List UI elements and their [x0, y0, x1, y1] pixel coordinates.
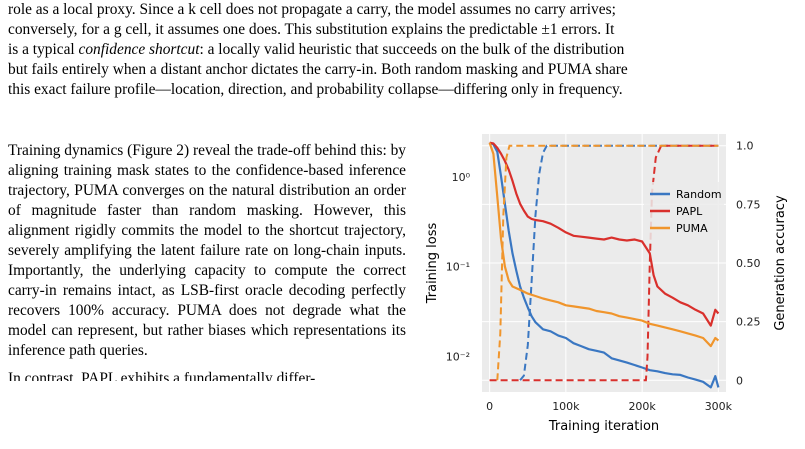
legend-label-random: Random	[676, 188, 722, 201]
confidence-shortcut-term: confidence shortcut	[78, 41, 200, 58]
training-dynamics-paragraph: Training dynamics (Figure 2) reveal the …	[8, 142, 406, 359]
top-line-3b: : a locally valid heuristic that succeed…	[199, 41, 625, 58]
random-loss-line	[489, 141, 720, 389]
y-right-tick-label-2: 0.50	[736, 257, 761, 270]
y-left-tick-label-1: 10⁻¹	[446, 261, 470, 274]
x-tick-label-0: 0	[486, 400, 493, 413]
x-tick-label-3: 300k	[705, 400, 733, 413]
y-right-axis-label: Generation accuracy	[773, 195, 788, 331]
top-line-3a: is a typical	[8, 41, 79, 58]
x-tick-label-2: 200k	[628, 400, 656, 413]
x-tick-label-1: 100k	[552, 400, 580, 413]
y-left-tick-label-2: 10⁻²	[446, 350, 470, 363]
y-right-tick-label-0: 0	[736, 374, 743, 387]
legend-label-puma: PUMA	[676, 222, 708, 235]
training-figure: 0 100k 200k 300k 10⁰ 10⁻¹ 10⁻² 0 0.25 0.50 0.75 1.0…	[418, 126, 804, 436]
legend-label-papl: PAPL	[676, 205, 703, 218]
puma-accuracy-line	[496, 144, 719, 381]
training-chart: 0 100k 200k 300k 10⁰ 10⁻¹ 10⁻² 0 0.25 0.50 0.75 1.0…	[425, 134, 788, 434]
top-line-4: but fails entirely when a distant anchor…	[8, 61, 628, 78]
legend-box	[644, 182, 724, 240]
random-accuracy-line	[519, 144, 719, 381]
top-line-3: is a typical confidence shortcut: a loca…	[8, 40, 798, 60]
puma-loss-line	[488, 142, 720, 348]
left-column: Training dynamics (Figure 2) reveal the …	[8, 141, 406, 381]
top-line-1: role as a local proxy. Since a k cell do…	[8, 1, 616, 18]
top-line-5: this exact failure profile—location, dir…	[8, 81, 623, 98]
top-line-2: conversely, for a g cell, it assumes one…	[8, 21, 615, 38]
y-left-axis-label: Training loss	[425, 223, 440, 305]
top-paragraph: role as a local proxy. Since a k cell do…	[8, 0, 798, 100]
next-paragraph-start: In contrast, PAPL exhibits a fundamental…	[8, 370, 316, 381]
x-axis-label: Training iteration	[548, 419, 659, 434]
papl-loss-line	[489, 141, 720, 327]
y-left-tick-label-0: 10⁰	[452, 171, 471, 184]
y-right-tick-label-3: 0.75	[736, 198, 761, 211]
y-right-tick-label-1: 0.25	[736, 316, 761, 329]
y-right-tick-label-4: 1.0	[736, 140, 754, 153]
